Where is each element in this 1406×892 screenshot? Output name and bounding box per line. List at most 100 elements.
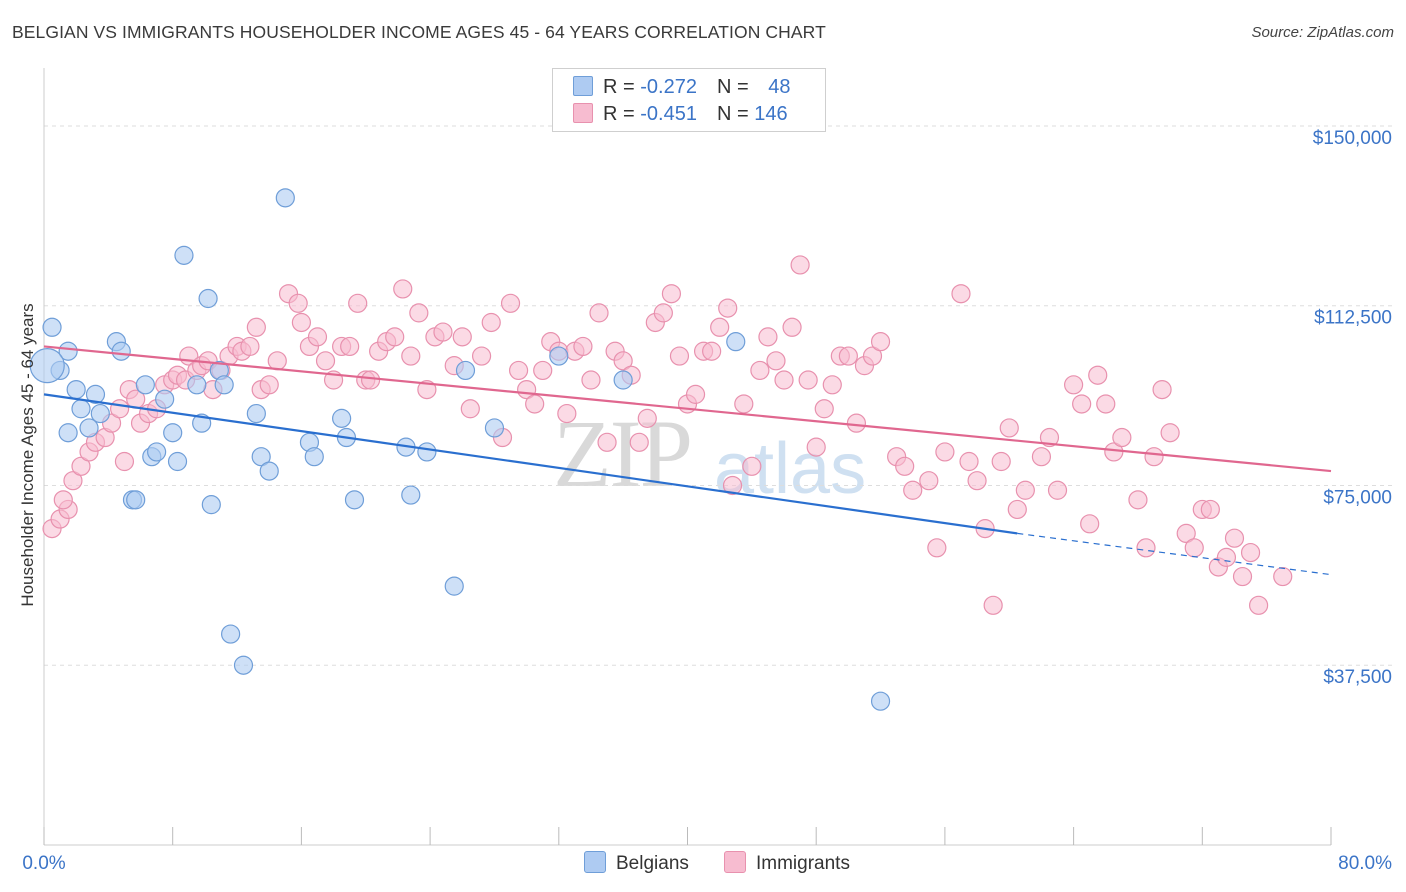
belgian-point (401, 485, 421, 505)
immigrant-point (653, 303, 673, 323)
immigrant-point (1072, 394, 1092, 414)
immigrant-point (669, 346, 690, 366)
immigrant-point (393, 279, 413, 299)
belgian-point (163, 423, 183, 443)
belgian-trend-extension (1017, 532, 1332, 576)
immigrant-point (401, 346, 421, 366)
immigrant-point (613, 351, 633, 371)
immigrant-point (710, 317, 730, 337)
immigrant-point (637, 408, 657, 428)
immigrant-swatch (573, 103, 593, 123)
immigrant-point (1047, 480, 1068, 500)
bottom-legend-immigrants[interactable]: Immigrants (724, 851, 850, 875)
belgian-trend-line (43, 393, 1018, 535)
immigrant-point (758, 327, 778, 347)
immigrant-point (1136, 538, 1156, 558)
bottom-legend-belgians[interactable]: Belgians (584, 851, 689, 875)
immigrant-point (385, 327, 405, 347)
immigrant-point (1112, 427, 1132, 448)
immigrant-point (1160, 423, 1180, 443)
immigrant-point (846, 413, 867, 433)
x-tick-label-max: 80.0% (1338, 853, 1392, 874)
immigrant-point (718, 298, 738, 318)
belgian-point (221, 624, 241, 644)
immigrant-point (903, 480, 923, 500)
immigrant-point (417, 379, 437, 400)
axes (43, 68, 1332, 846)
belgian-point (613, 370, 633, 390)
immigrant-point (460, 399, 480, 419)
correlation-legend: R = -0.272 N = 48 R = -0.451 N = 146 (552, 68, 826, 132)
immigrant-point (533, 360, 553, 381)
immigrant-point (525, 394, 545, 414)
immigrant-point (870, 332, 891, 352)
belgian-point (126, 490, 146, 510)
immigrant-point (315, 351, 336, 371)
immigrant-swatch (724, 851, 746, 873)
immigrant-point (288, 293, 308, 313)
immigrant-point (983, 595, 1003, 615)
immigrant-point (742, 456, 762, 476)
immigrant-point (360, 370, 381, 390)
immigrant-point (557, 403, 577, 424)
immigrant-trend-line (43, 345, 1332, 473)
immigrant-point (750, 360, 770, 381)
belgian-point (111, 341, 131, 361)
immigrant-point (1176, 523, 1196, 544)
immigrant-point (862, 346, 883, 366)
immigrant-point (307, 327, 328, 347)
immigrant-point (597, 432, 617, 452)
bottom-legend-immigrants-label: Immigrants (756, 853, 850, 874)
immigrant-point (1184, 538, 1204, 558)
belgian-point (147, 442, 167, 462)
legend-n-label: N = (716, 76, 755, 98)
immigrant-point (481, 312, 501, 333)
immigrant-points (42, 255, 1293, 615)
immigrant-point (348, 293, 368, 313)
immigrant-point (1224, 528, 1245, 548)
immigrant-point (246, 317, 266, 337)
immigrant-point (291, 312, 311, 333)
belgian-point (455, 360, 476, 381)
immigrant-point (500, 293, 521, 313)
bottom-legend-belgians-label: Belgians (616, 853, 689, 874)
immigrant-point (581, 370, 601, 390)
immigrant-point (1249, 595, 1269, 615)
immigrant-point (267, 351, 287, 371)
legend-row-immigrants: R = -0.451 N = 146 (573, 103, 788, 127)
immigrant-point (1007, 499, 1027, 520)
immigrant-point (774, 370, 794, 390)
immigrant-point (629, 432, 649, 452)
belgian-point (417, 442, 437, 462)
belgian-point (304, 447, 324, 467)
immigrant-point (110, 399, 130, 419)
belgian-point (71, 399, 91, 419)
belgian-point (726, 332, 746, 352)
belgian-point (167, 451, 188, 472)
y-axis-label: Householder Income Ages 45 - 64 years (18, 303, 37, 607)
immigrant-point (702, 341, 722, 361)
immigrant-point (1216, 547, 1237, 567)
immigrant-point (766, 351, 786, 371)
immigrant-point (1152, 379, 1172, 400)
belgian-point (155, 389, 175, 409)
immigrant-point (63, 471, 83, 491)
y-tick-label: $150,000 (1313, 128, 1392, 149)
immigrant-point (790, 255, 810, 275)
immigrant-point (1240, 542, 1261, 563)
immigrant-point (433, 322, 453, 342)
belgian-point (251, 447, 271, 467)
immigrant-point (951, 284, 971, 304)
immigrant-point (1063, 375, 1084, 395)
immigrant-point (471, 346, 492, 366)
immigrant-point (734, 394, 754, 414)
belgian-point (135, 375, 155, 395)
immigrant-point (259, 375, 279, 395)
belgian-point (58, 341, 78, 361)
legend-n-value-belgians: 48 (768, 76, 791, 98)
belgian-swatch (573, 76, 593, 96)
immigrant-point (1088, 365, 1108, 385)
immigrant-point (661, 284, 682, 304)
immigrant-point (1039, 427, 1060, 448)
belgian-point (246, 403, 266, 424)
